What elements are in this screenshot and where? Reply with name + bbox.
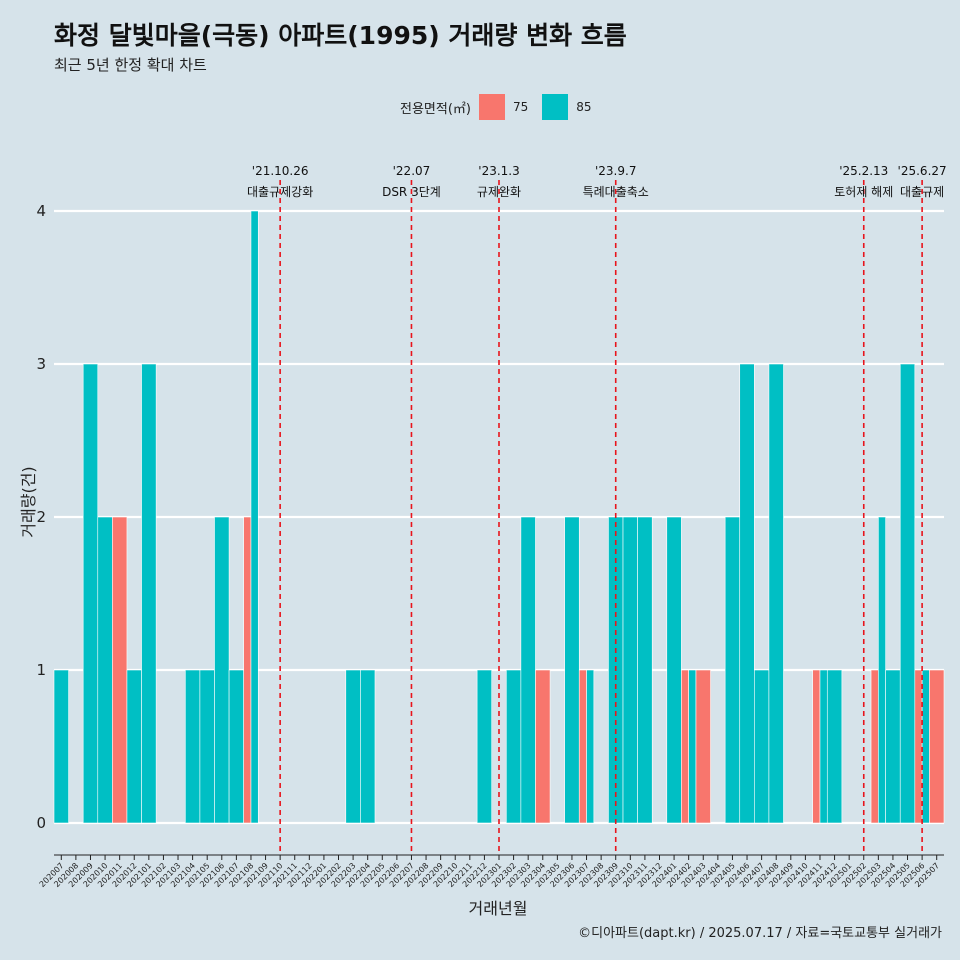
bar-85 (754, 669, 770, 824)
axes: 2020072020082020092020102020112020122021… (38, 854, 944, 889)
event-date-label: '23.1.3 (478, 164, 519, 178)
chart-subtitle: 최근 5년 한정 확대 차트 (54, 56, 207, 74)
bar-85 (82, 363, 99, 824)
y-tick-label: 0 (36, 814, 46, 832)
event-date-label: '25.2.13 (839, 164, 888, 178)
bar-75 (695, 669, 711, 824)
source-caption: ©디아파트(dapt.kr) / 2025.07.17 / 자료=국토교통부 실… (578, 926, 942, 941)
y-tick-label: 2 (36, 508, 46, 526)
event-name-label: 규제완화 (477, 185, 521, 199)
bar-85 (97, 516, 113, 824)
bar-85 (819, 669, 828, 824)
bar-85 (476, 669, 493, 824)
bar-85 (586, 669, 595, 824)
event-name-label: DSR 3단계 (382, 185, 441, 199)
bar-85 (921, 669, 930, 824)
legend-label-75: 75 (512, 100, 529, 114)
bar-85 (53, 669, 69, 824)
bar-85 (250, 210, 259, 824)
bar-75 (681, 669, 689, 824)
bar-85 (360, 669, 376, 824)
legend-title: 전용면적(㎡) (400, 101, 471, 117)
bar-75 (535, 669, 551, 824)
bar-85 (899, 363, 916, 824)
bar-75 (243, 516, 252, 824)
bar-85 (199, 669, 215, 824)
bar-85 (724, 516, 741, 824)
event-name-label: 대출규제강화 (247, 185, 313, 199)
event-name-label: 토허제 해제 (834, 185, 893, 199)
event-date-label: '21.10.26 (252, 164, 309, 178)
bar-75 (812, 669, 821, 824)
bar-85 (505, 669, 522, 824)
legend: 전용면적(㎡) 75 85 (400, 93, 606, 121)
bar-85 (214, 516, 230, 824)
event-date-label: '25.6.27 (898, 164, 947, 178)
bar-75 (870, 669, 879, 824)
y-tick-label: 3 (36, 355, 46, 373)
bar-85 (688, 669, 697, 824)
event-name-label: 대출규제 (900, 185, 944, 199)
bar-85 (739, 363, 755, 824)
x-axis-title: 거래년월 (469, 899, 528, 918)
bar-85 (885, 669, 901, 824)
bar-85 (878, 516, 886, 824)
y-tick-label: 1 (36, 661, 46, 679)
bar-85 (826, 669, 843, 824)
event-markers: '21.10.26 대출규제강화 '22.07 DSR 3단계 '23.1.3 규제완화 '… (247, 164, 947, 855)
bar-85 (345, 669, 361, 824)
bar-85 (185, 669, 201, 824)
event-name-label: 특례대출축소 (583, 185, 649, 199)
bar-85 (768, 363, 784, 824)
event-date-label: '23.9.7 (595, 164, 636, 178)
event-date-label: '22.07 (393, 164, 431, 178)
bars (53, 210, 945, 824)
bar-75 (112, 516, 128, 824)
y-tick-label: 4 (36, 202, 46, 220)
bar-85 (141, 363, 157, 824)
legend-swatch-75 (478, 94, 505, 120)
bar-75 (578, 669, 587, 824)
legend-swatch-85 (542, 94, 569, 120)
bar-85 (637, 516, 653, 824)
bar-85 (564, 516, 580, 824)
bar-85 (666, 516, 682, 824)
bar-75 (929, 669, 945, 824)
bar-85 (126, 669, 142, 824)
y-axis-title: 거래량(건) (19, 466, 38, 537)
legend-label-85: 85 (576, 100, 592, 114)
bar-85 (228, 669, 244, 824)
chart-title: 화정 달빛마을(극동) 아파트(1995) 거래량 변화 흐름 (54, 21, 627, 50)
bar-75 (914, 669, 923, 824)
bar-85 (520, 516, 536, 824)
bar-85 (622, 516, 638, 824)
